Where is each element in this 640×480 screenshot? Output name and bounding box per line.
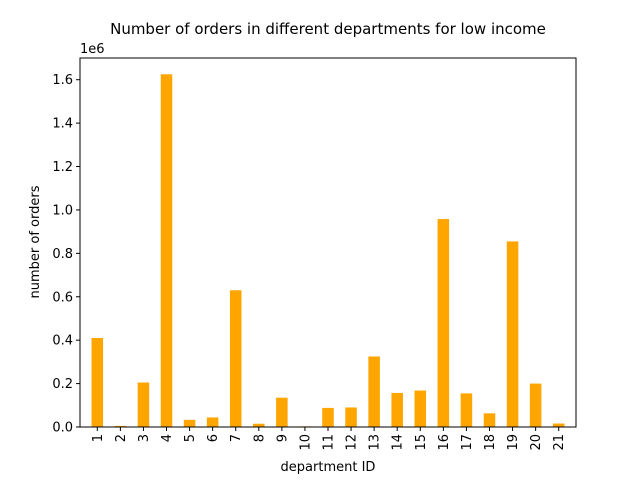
bar-department-18 — [483, 413, 496, 427]
bar-department-11 — [322, 407, 334, 427]
x-tick-label: 2 — [114, 434, 129, 442]
bar-department-9 — [276, 397, 288, 427]
bar-department-3 — [137, 382, 150, 427]
bar-department-4 — [160, 74, 173, 427]
x-tick-label: 6 — [206, 434, 221, 442]
bar-department-1 — [91, 338, 104, 427]
x-tick-label: 8 — [252, 434, 267, 442]
x-tick-label: 13 — [368, 434, 383, 451]
bars-group — [91, 74, 565, 427]
bar-department-6 — [206, 417, 219, 427]
bar-department-20 — [529, 383, 542, 427]
x-tick-label: 11 — [322, 434, 337, 451]
x-tick-label: 1 — [91, 434, 106, 442]
bar-department-13 — [368, 356, 380, 427]
bar-department-15 — [414, 390, 427, 427]
x-tick-label: 18 — [483, 434, 498, 451]
x-tick-label: 12 — [345, 434, 360, 451]
x-tick-label: 19 — [506, 434, 521, 451]
y-tick-label: 0.2 — [52, 377, 73, 392]
bar-department-2 — [114, 425, 127, 427]
plot-frame — [79, 57, 577, 428]
y-tick-label: 0.4 — [52, 334, 73, 349]
y-tick-label: 0.0 — [52, 421, 73, 436]
y-axis-offset-label: 1e6 — [80, 42, 105, 57]
x-axis: 1 2 3 4 5 6 7 8 9 10 11 12 13 14 15 16 17 18 19 20 21 — [91, 427, 567, 451]
bar-department-8 — [253, 423, 265, 427]
x-axis-label: department ID — [281, 460, 376, 475]
chart-title: Number of orders in different department… — [110, 20, 546, 38]
bar-department-16 — [437, 219, 450, 427]
x-tick-label: 5 — [183, 434, 198, 442]
y-axis: 0.0 0.2 0.4 0.6 0.8 1.0 1.2 1.4 1.6 — [52, 73, 80, 436]
y-tick-label: 1.0 — [52, 203, 73, 218]
bar-department-5 — [183, 419, 196, 427]
y-axis-label: number of orders — [28, 185, 43, 298]
y-tick-label: 1.6 — [52, 73, 73, 88]
bar-department-14 — [391, 392, 403, 427]
x-tick-label: 14 — [391, 434, 406, 451]
x-tick-label: 21 — [552, 434, 567, 451]
bar-department-19 — [506, 241, 519, 427]
bar-department-21 — [552, 423, 565, 427]
x-tick-label: 7 — [229, 434, 244, 442]
y-tick-label: 1.2 — [52, 160, 73, 175]
bar-department-17 — [460, 393, 473, 427]
x-tick-label: 15 — [414, 434, 429, 451]
x-tick-label: 17 — [460, 434, 475, 451]
y-tick-label: 0.8 — [52, 247, 73, 262]
y-tick-label: 1.4 — [52, 117, 73, 132]
x-tick-label: 3 — [137, 434, 152, 442]
x-tick-label: 20 — [529, 434, 544, 451]
bar-department-12 — [345, 407, 357, 427]
x-tick-label: 4 — [160, 434, 175, 442]
x-tick-label: 16 — [437, 434, 452, 451]
bar-department-7 — [229, 290, 242, 427]
x-tick-label: 9 — [275, 434, 290, 442]
y-tick-label: 0.6 — [52, 290, 73, 305]
x-tick-label: 10 — [298, 434, 313, 451]
